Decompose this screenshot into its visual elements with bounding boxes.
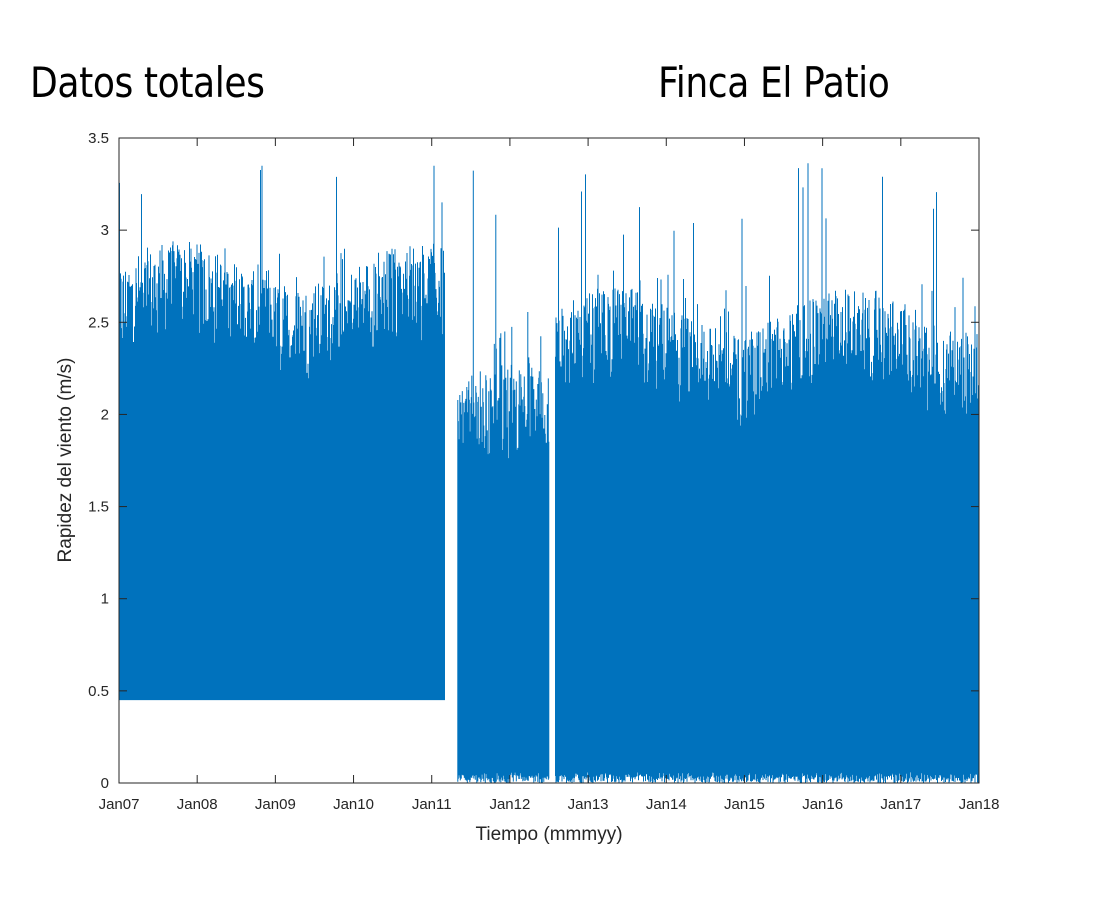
x-tick-label: Jan07 [99,796,140,813]
x-tick-label: Jan16 [802,796,843,813]
x-tick-label: Jan13 [568,796,609,813]
y-tick-label: 1.5 [88,499,109,516]
x-axis-label: Tiempo (mmmyy) [475,824,622,845]
x-tick-label: Jan12 [489,796,530,813]
y-tick-label: 0.5 [88,683,109,700]
series-layer [118,163,979,783]
x-tick-label: Jan10 [333,796,374,813]
y-tick-label: 3 [101,222,109,239]
y-tick-label: 2.5 [88,314,109,331]
y-tick-label: 2 [101,406,109,423]
chart-heading-right: Finca El Patio [658,58,890,107]
y-axis: 0 0.5 1 1.5 2 2.5 3 3.5 [88,130,979,792]
x-tick-label: Jan11 [412,796,452,813]
y-axis-label: Rapidez del viento (m/s) [55,358,76,563]
plot-frame [118,137,980,784]
x-tick-label: Jan18 [959,796,1000,813]
x-axis: Jan07 Jan08 Jan09 Jan10 Jan11 Jan12 Jan13 Jan14… [99,138,1000,813]
y-tick-label: 0 [101,775,109,792]
x-tick-label: Jan14 [646,796,687,813]
x-tick-label: Jan17 [880,796,921,813]
y-tick-label: 1 [101,591,109,608]
series-segment-3 [555,163,979,783]
x-tick-label: Jan08 [177,796,218,813]
x-tick-label: Jan09 [255,796,296,813]
y-tick-label: 3.5 [88,130,109,147]
series-segment-2 [457,170,550,783]
x-tick-label: Jan15 [724,796,765,813]
chart-heading-left: Datos totales [30,58,265,107]
